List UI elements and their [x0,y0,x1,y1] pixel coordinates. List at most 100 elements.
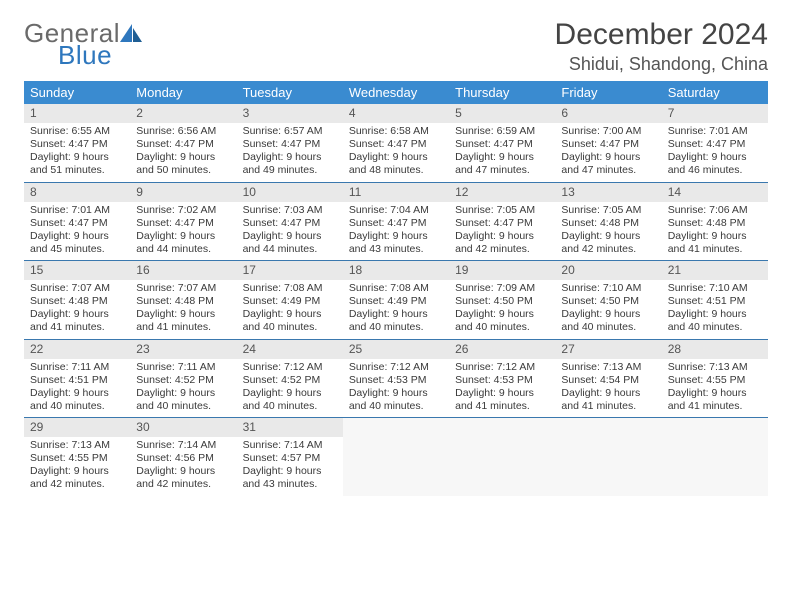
day-details: Sunrise: 7:09 AMSunset: 4:50 PMDaylight:… [449,280,555,339]
sunset-label: Sunset: [243,138,279,150]
sunset-value: 4:48 PM [175,295,214,307]
day-details: Sunrise: 7:12 AMSunset: 4:53 PMDaylight:… [343,359,449,418]
sail-icon [118,22,144,44]
day-details: Sunrise: 7:10 AMSunset: 4:51 PMDaylight:… [662,280,768,339]
sunset-label: Sunset: [30,295,66,307]
daylight-label: Daylight: [668,230,709,242]
sunset-label: Sunset: [136,374,172,386]
sunrise-label: Sunrise: [455,282,494,294]
sunrise-value: 7:13 AM [603,361,642,373]
day-number: 6 [555,104,661,123]
day-details: Sunrise: 7:14 AMSunset: 4:56 PMDaylight:… [130,437,236,496]
day-details: Sunrise: 7:12 AMSunset: 4:52 PMDaylight:… [237,359,343,418]
day-details: Sunrise: 6:56 AMSunset: 4:47 PMDaylight:… [130,123,236,182]
daylight-label: Daylight: [136,387,177,399]
calendar-day: 26Sunrise: 7:12 AMSunset: 4:53 PMDayligh… [449,339,555,418]
sunset-value: 4:48 PM [706,217,745,229]
day-number: 16 [130,261,236,280]
sunrise-label: Sunrise: [561,361,600,373]
calendar-day: 31Sunrise: 7:14 AMSunset: 4:57 PMDayligh… [237,418,343,496]
day-details: Sunrise: 6:55 AMSunset: 4:47 PMDaylight:… [24,123,130,182]
calendar-day: 28Sunrise: 7:13 AMSunset: 4:55 PMDayligh… [662,339,768,418]
sunrise-label: Sunrise: [136,204,175,216]
calendar-day: 2Sunrise: 6:56 AMSunset: 4:47 PMDaylight… [130,104,236,182]
sunrise-value: 6:57 AM [284,125,323,137]
daylight-label: Daylight: [30,465,71,477]
sunset-label: Sunset: [30,452,66,464]
sunset-label: Sunset: [349,138,385,150]
day-number: 10 [237,183,343,202]
sunset-value: 4:51 PM [69,374,108,386]
sunrise-label: Sunrise: [136,125,175,137]
sunset-value: 4:47 PM [387,217,426,229]
day-number: 9 [130,183,236,202]
calendar-day: 22Sunrise: 7:11 AMSunset: 4:51 PMDayligh… [24,339,130,418]
sunrise-label: Sunrise: [561,125,600,137]
calendar-header-row: Sunday Monday Tuesday Wednesday Thursday… [24,81,768,104]
sunrise-value: 7:13 AM [709,361,748,373]
calendar-day: 15Sunrise: 7:07 AMSunset: 4:48 PMDayligh… [24,261,130,340]
sunrise-value: 7:07 AM [178,282,217,294]
sunset-value: 4:47 PM [494,217,533,229]
daylight-label: Daylight: [561,387,602,399]
day-number: 3 [237,104,343,123]
calendar-day: .. [343,418,449,496]
calendar-day: 25Sunrise: 7:12 AMSunset: 4:53 PMDayligh… [343,339,449,418]
day-number: 22 [24,340,130,359]
day-number: 14 [662,183,768,202]
daylight-label: Daylight: [30,151,71,163]
sunrise-value: 7:01 AM [709,125,748,137]
sunrise-value: 7:11 AM [178,361,216,373]
calendar-day: 19Sunrise: 7:09 AMSunset: 4:50 PMDayligh… [449,261,555,340]
sunrise-label: Sunrise: [455,125,494,137]
sunset-value: 4:50 PM [600,295,639,307]
day-details: Sunrise: 7:02 AMSunset: 4:47 PMDaylight:… [130,202,236,261]
sunset-value: 4:57 PM [281,452,320,464]
day-details: Sunrise: 7:13 AMSunset: 4:55 PMDaylight:… [24,437,130,496]
sunset-label: Sunset: [30,138,66,150]
day-number: 31 [237,418,343,437]
sunrise-value: 7:11 AM [71,361,109,373]
day-number: 18 [343,261,449,280]
day-details: Sunrise: 7:13 AMSunset: 4:54 PMDaylight:… [555,359,661,418]
daylight-label: Daylight: [30,308,71,320]
day-number: 13 [555,183,661,202]
day-number: 25 [343,340,449,359]
day-number: 29 [24,418,130,437]
sunset-label: Sunset: [30,374,66,386]
day-details: Sunrise: 7:08 AMSunset: 4:49 PMDaylight:… [343,280,449,339]
day-details: Sunrise: 6:57 AMSunset: 4:47 PMDaylight:… [237,123,343,182]
sunset-label: Sunset: [243,295,279,307]
sunrise-value: 6:59 AM [497,125,536,137]
day-details: Sunrise: 7:12 AMSunset: 4:53 PMDaylight:… [449,359,555,418]
daylight-label: Daylight: [668,151,709,163]
title-block: December 2024 Shidui, Shandong, China [555,18,768,75]
sunset-label: Sunset: [455,217,491,229]
sunrise-label: Sunrise: [136,282,175,294]
sunrise-value: 6:58 AM [390,125,429,137]
sunset-value: 4:55 PM [706,374,745,386]
daylight-label: Daylight: [561,151,602,163]
calendar-day: 23Sunrise: 7:11 AMSunset: 4:52 PMDayligh… [130,339,236,418]
sunset-value: 4:47 PM [281,217,320,229]
day-number: 28 [662,340,768,359]
sunrise-label: Sunrise: [243,282,282,294]
col-wednesday: Wednesday [343,81,449,104]
sunrise-value: 7:12 AM [497,361,536,373]
day-number: 21 [662,261,768,280]
sunset-value: 4:54 PM [600,374,639,386]
day-number: 23 [130,340,236,359]
day-details: Sunrise: 7:00 AMSunset: 4:47 PMDaylight:… [555,123,661,182]
sunset-value: 4:50 PM [494,295,533,307]
calendar-day: 24Sunrise: 7:12 AMSunset: 4:52 PMDayligh… [237,339,343,418]
calendar-day: 18Sunrise: 7:08 AMSunset: 4:49 PMDayligh… [343,261,449,340]
sunset-label: Sunset: [349,374,385,386]
daylight-label: Daylight: [455,308,496,320]
sunrise-label: Sunrise: [30,439,69,451]
calendar-day: 29Sunrise: 7:13 AMSunset: 4:55 PMDayligh… [24,418,130,496]
day-details: Sunrise: 7:06 AMSunset: 4:48 PMDaylight:… [662,202,768,261]
calendar-week: 8Sunrise: 7:01 AMSunset: 4:47 PMDaylight… [24,182,768,261]
col-thursday: Thursday [449,81,555,104]
day-details: Sunrise: 7:13 AMSunset: 4:55 PMDaylight:… [662,359,768,418]
sunset-label: Sunset: [349,295,385,307]
